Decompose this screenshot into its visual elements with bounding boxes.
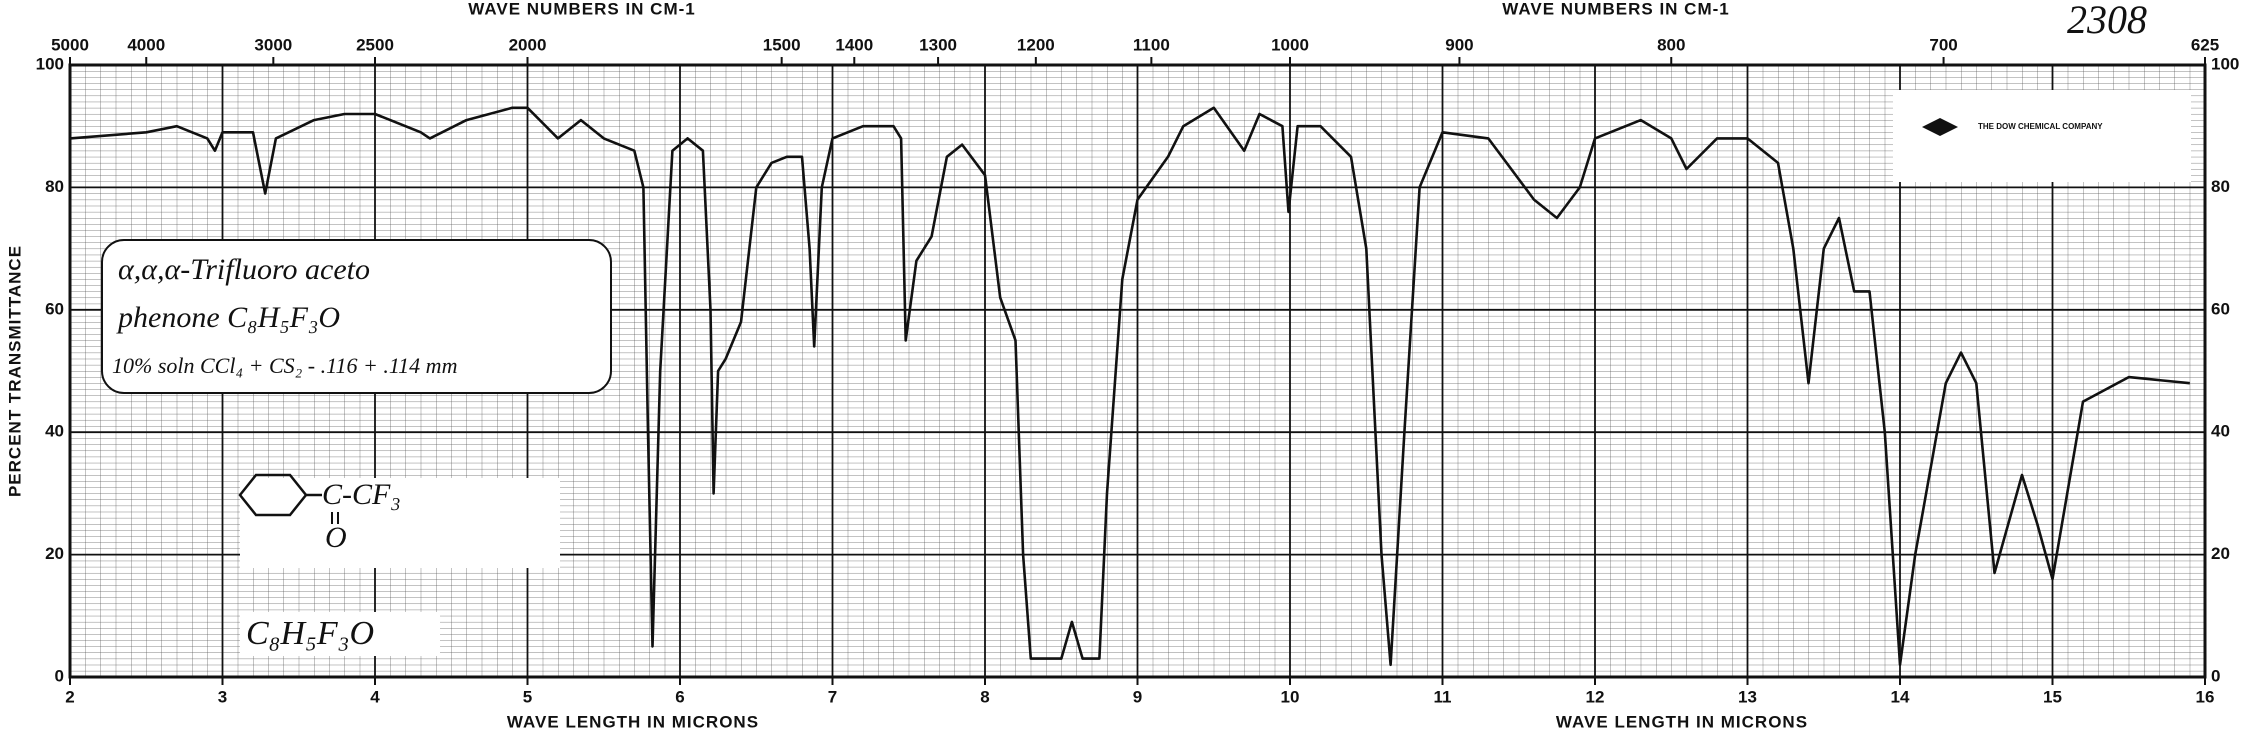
x-tick-label: 14 <box>1891 687 1910 706</box>
y-axis-title: PERCENT TRANSMITTANCE <box>5 245 24 497</box>
y-tick-label: 0 <box>55 666 64 685</box>
catalog-number: 2308 <box>2067 0 2147 42</box>
x2-tick-label: 1100 <box>1133 35 1170 54</box>
x-axis-title: WAVE LENGTH IN MICRONS <box>507 712 759 731</box>
x2-tick-label: 800 <box>1657 35 1685 54</box>
x-tick-label: 10 <box>1281 687 1300 706</box>
formula: C₈H₅F₃O <box>246 615 374 652</box>
y2-tick-label: 40 <box>2211 422 2230 441</box>
x-tick-label: 15 <box>2043 687 2062 706</box>
compound-formula: phenone C₈H₅F₃O <box>116 301 340 334</box>
x2-axis-title: WAVE NUMBERS IN CM-1 <box>468 0 695 18</box>
x2-tick-label: 3000 <box>254 35 292 54</box>
sample-note: 10% soln CCl₄ + CS₂ - .116 + .114 mm <box>112 353 457 378</box>
x-tick-label: 5 <box>523 687 532 706</box>
label-box <box>101 239 612 394</box>
x-tick-label: 8 <box>980 687 989 706</box>
y2-tick-label: 100 <box>2211 54 2239 73</box>
y-tick-label: 80 <box>45 177 64 196</box>
logo-diamond <box>1922 118 1958 136</box>
x-tick-label: 3 <box>218 687 227 706</box>
x-tick-label: 2 <box>65 687 74 706</box>
x2-tick-label: 2500 <box>356 35 394 54</box>
x2-tick-label: 1000 <box>1271 35 1309 54</box>
x2-tick-label: 700 <box>1929 35 1957 54</box>
structure-bg <box>240 478 560 568</box>
x2-tick-label: 1200 <box>1017 35 1055 54</box>
x2-tick-label: 900 <box>1445 35 1473 54</box>
x2-axis-title: WAVE NUMBERS IN CM-1 <box>1502 0 1729 18</box>
logo-box <box>1893 90 2191 182</box>
y2-tick-label: 60 <box>2211 299 2230 318</box>
company-name: THE DOW CHEMICAL COMPANY <box>1978 122 2103 131</box>
y-tick-label: 100 <box>36 54 64 73</box>
y2-tick-label: 0 <box>2211 666 2220 685</box>
y-tick-label: 40 <box>45 422 64 441</box>
x2-tick-label: 4000 <box>127 35 165 54</box>
x-tick-label: 16 <box>2196 687 2215 706</box>
x2-tick-label: 1500 <box>763 35 801 54</box>
formula-bg <box>240 612 440 656</box>
structure-oxygen: O <box>325 521 347 554</box>
x-tick-label: 13 <box>1738 687 1757 706</box>
x2-tick-label: 625 <box>2191 35 2219 54</box>
x2-tick-label: 1400 <box>835 35 873 54</box>
x-tick-label: 6 <box>675 687 684 706</box>
x-tick-label: 4 <box>370 687 380 706</box>
y2-tick-label: 20 <box>2211 544 2230 563</box>
y-tick-label: 20 <box>45 544 64 563</box>
x-tick-label: 7 <box>828 687 837 706</box>
structure-group: C-CF₃ <box>322 478 401 511</box>
x2-tick-label: 5000 <box>51 35 89 54</box>
x2-tick-label: 2000 <box>509 35 547 54</box>
x-tick-label: 11 <box>1434 687 1452 706</box>
marks <box>69 106 2190 667</box>
x-axis-title: WAVE LENGTH IN MICRONS <box>1556 712 1808 731</box>
x-tick-label: 12 <box>1586 687 1605 706</box>
compound-name: α,α,α-Trifluoro aceto <box>118 253 370 286</box>
y-tick-label: 60 <box>45 299 64 318</box>
y2-tick-label: 80 <box>2211 177 2230 196</box>
spectrum-line <box>69 106 2190 667</box>
x-tick-label: 9 <box>1133 687 1142 706</box>
x2-tick-label: 1300 <box>919 35 957 54</box>
